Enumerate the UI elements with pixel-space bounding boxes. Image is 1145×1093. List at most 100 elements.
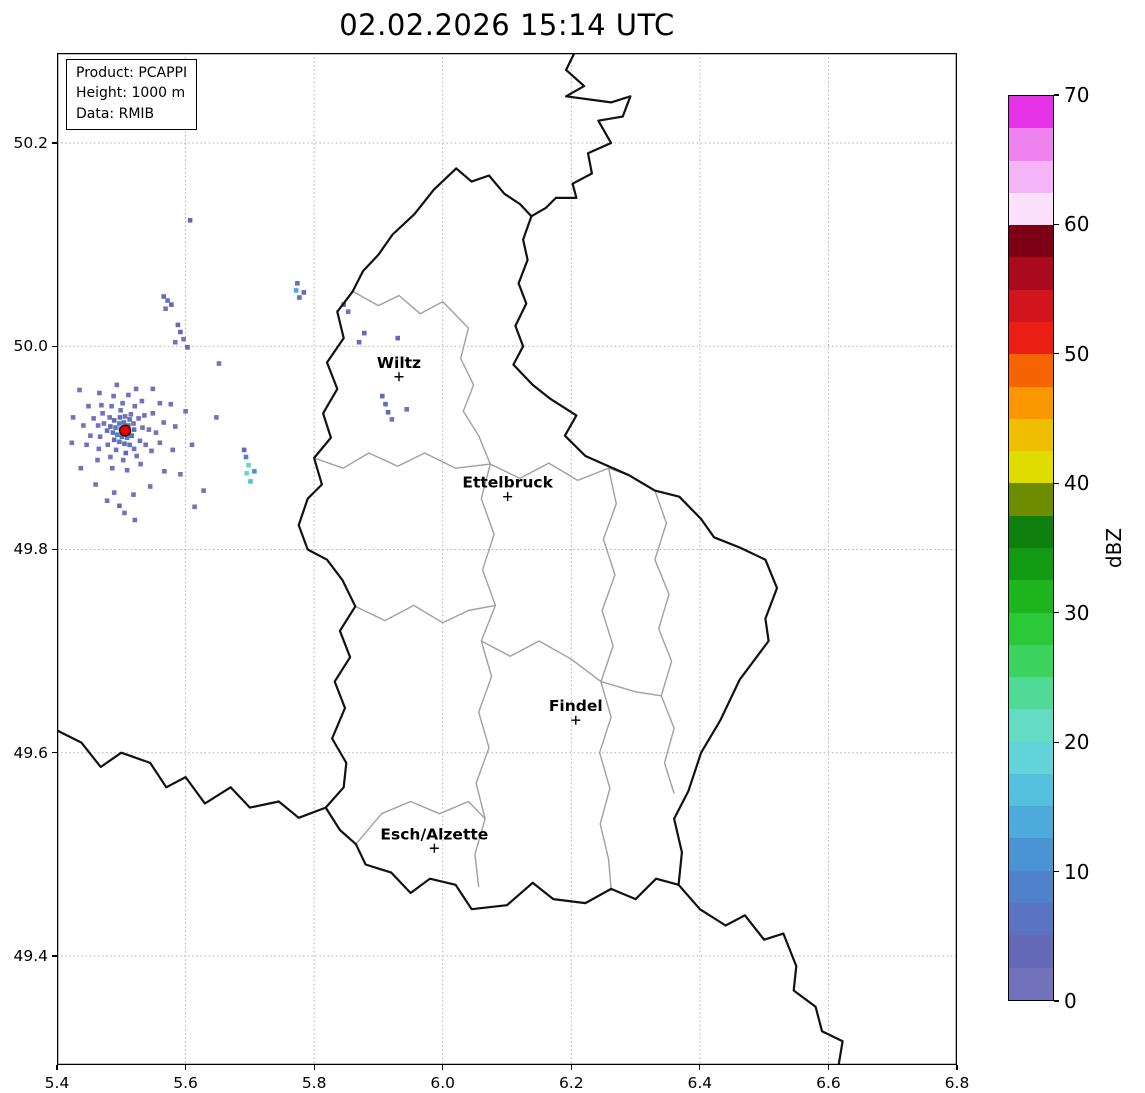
radar-echo-pixel xyxy=(111,393,116,399)
radar-echo-pixel xyxy=(96,446,102,452)
x-axis-tick-label: 5.8 xyxy=(301,1074,327,1092)
colorbar-segment xyxy=(1009,418,1053,452)
radar-echo-pixel xyxy=(132,517,138,523)
radar-echo-pixel xyxy=(252,469,257,474)
colorbar-segment xyxy=(1009,967,1053,1000)
radar-echo-pixel xyxy=(137,438,143,444)
city-label: Ettelbruck xyxy=(462,474,553,492)
radar-echo-pixel xyxy=(88,433,93,438)
radar-echo-pixel xyxy=(175,322,181,328)
colorbar-tick-label: 40 xyxy=(1064,471,1090,496)
colorbar-segment xyxy=(1009,483,1053,516)
radar-echo-pixel xyxy=(187,218,193,223)
radar-echo-pixel xyxy=(111,437,117,443)
radar-echo-pixel xyxy=(143,442,148,448)
radar-echo-pixel xyxy=(81,423,86,428)
colorbar-segment xyxy=(1009,870,1053,904)
radar-echo-pixel xyxy=(107,415,112,420)
radar-echo-pixel xyxy=(117,415,123,420)
radar-echo-pixel xyxy=(124,435,130,440)
radar-echo-pixel xyxy=(380,393,385,399)
x-axis-tick xyxy=(56,1065,58,1070)
colorbar-tick xyxy=(1054,1000,1059,1002)
colorbar xyxy=(1008,95,1054,1001)
radar-echo-pixel xyxy=(124,467,130,473)
canton-border-path xyxy=(480,640,662,697)
colorbar-segment xyxy=(1009,903,1053,936)
radar-echo-pixel xyxy=(297,295,302,300)
radar-echo-pixel xyxy=(110,430,116,435)
plot-frame xyxy=(57,53,957,1065)
colorbar-tick-label: 30 xyxy=(1064,600,1090,625)
canton-border-path xyxy=(354,604,496,624)
country-border-path xyxy=(297,167,779,911)
x-axis-tick xyxy=(442,1065,444,1070)
radar-echo-pixel xyxy=(104,498,110,503)
radar-echo-pixel xyxy=(86,403,91,409)
radar-echo-pixel xyxy=(128,412,134,417)
radar-echo-pixel xyxy=(301,290,307,295)
colorbar-title: dBZ xyxy=(1102,527,1126,569)
y-axis-tick xyxy=(52,142,57,144)
canton-border-path xyxy=(489,462,630,482)
colorbar-segment xyxy=(1009,806,1053,839)
radar-echo-pixel xyxy=(170,447,175,453)
radar-echo-pixel xyxy=(183,409,188,414)
colorbar-tick xyxy=(1054,94,1059,96)
x-axis-tick xyxy=(184,1065,187,1070)
x-axis-tick-label: 6.2 xyxy=(558,1074,584,1092)
radar-echo-pixel xyxy=(127,442,132,448)
radar-echo-pixel xyxy=(383,401,388,407)
canton-border-path xyxy=(598,468,617,889)
city-marker xyxy=(394,372,404,382)
colorbar-segment xyxy=(1009,838,1053,871)
radar-echo-pixel xyxy=(149,448,154,454)
y-axis-tick xyxy=(52,548,57,551)
radar-echo-pixel xyxy=(104,428,110,433)
x-axis-tick-label: 6.8 xyxy=(944,1074,970,1092)
radar-echo-pixel xyxy=(150,411,156,416)
radar-echo-pixel xyxy=(126,423,131,428)
y-axis-tick xyxy=(52,752,57,754)
y-axis-tick-label: 49.4 xyxy=(13,946,48,965)
radar-echo-pixel xyxy=(165,298,170,303)
radar-echo-pixel xyxy=(168,401,174,407)
colorbar-tick xyxy=(1054,741,1059,743)
radar-echo-pixel xyxy=(395,335,400,341)
y-axis-tick-label: 49.8 xyxy=(13,540,48,559)
colorbar-tick-label: 20 xyxy=(1064,730,1090,755)
colorbar-segment xyxy=(1009,644,1053,678)
radar-echo-pixel xyxy=(70,415,76,420)
radar-map-plot: Wiltz Ettelbruck Findel Esch/Alzette Produc… xyxy=(57,53,957,1065)
radar-echo-pixel xyxy=(123,450,129,456)
radar-echo-pixel xyxy=(122,414,128,419)
colorbar-segment xyxy=(1009,257,1053,290)
radar-echo-pixel xyxy=(244,471,249,476)
colorbar-segment xyxy=(1009,741,1053,774)
radar-site-marker xyxy=(119,424,132,437)
radar-echo-pixel xyxy=(111,490,117,495)
radar-echo-pixel xyxy=(113,425,118,430)
x-axis-tick-label: 5.6 xyxy=(173,1074,198,1092)
radar-echo-pixel xyxy=(181,336,186,342)
canton-border-path xyxy=(313,452,491,469)
radar-echo-pixel xyxy=(120,400,125,406)
radar-echo-pixel xyxy=(295,281,300,286)
radar-echo-pixel xyxy=(122,510,127,516)
radar-echo-pixel xyxy=(117,503,122,509)
radar-echo-pixel xyxy=(243,454,249,460)
colorbar-segment xyxy=(1009,160,1053,193)
colorbar-segment xyxy=(1009,225,1053,258)
radar-echo-pixel xyxy=(169,302,174,307)
radar-echo-pixel xyxy=(216,361,222,366)
radar-echo-pixel xyxy=(140,425,145,430)
x-axis-tick-label: 6.6 xyxy=(816,1074,841,1092)
radar-echo-pixel xyxy=(189,442,195,448)
colorbar-tick-label: 0 xyxy=(1064,989,1077,1013)
x-axis-tick xyxy=(699,1065,701,1070)
city-marker xyxy=(503,492,513,502)
colorbar-tick xyxy=(1054,482,1059,484)
radar-echo-pixel xyxy=(117,439,122,445)
radar-echo-pixel xyxy=(173,339,178,345)
